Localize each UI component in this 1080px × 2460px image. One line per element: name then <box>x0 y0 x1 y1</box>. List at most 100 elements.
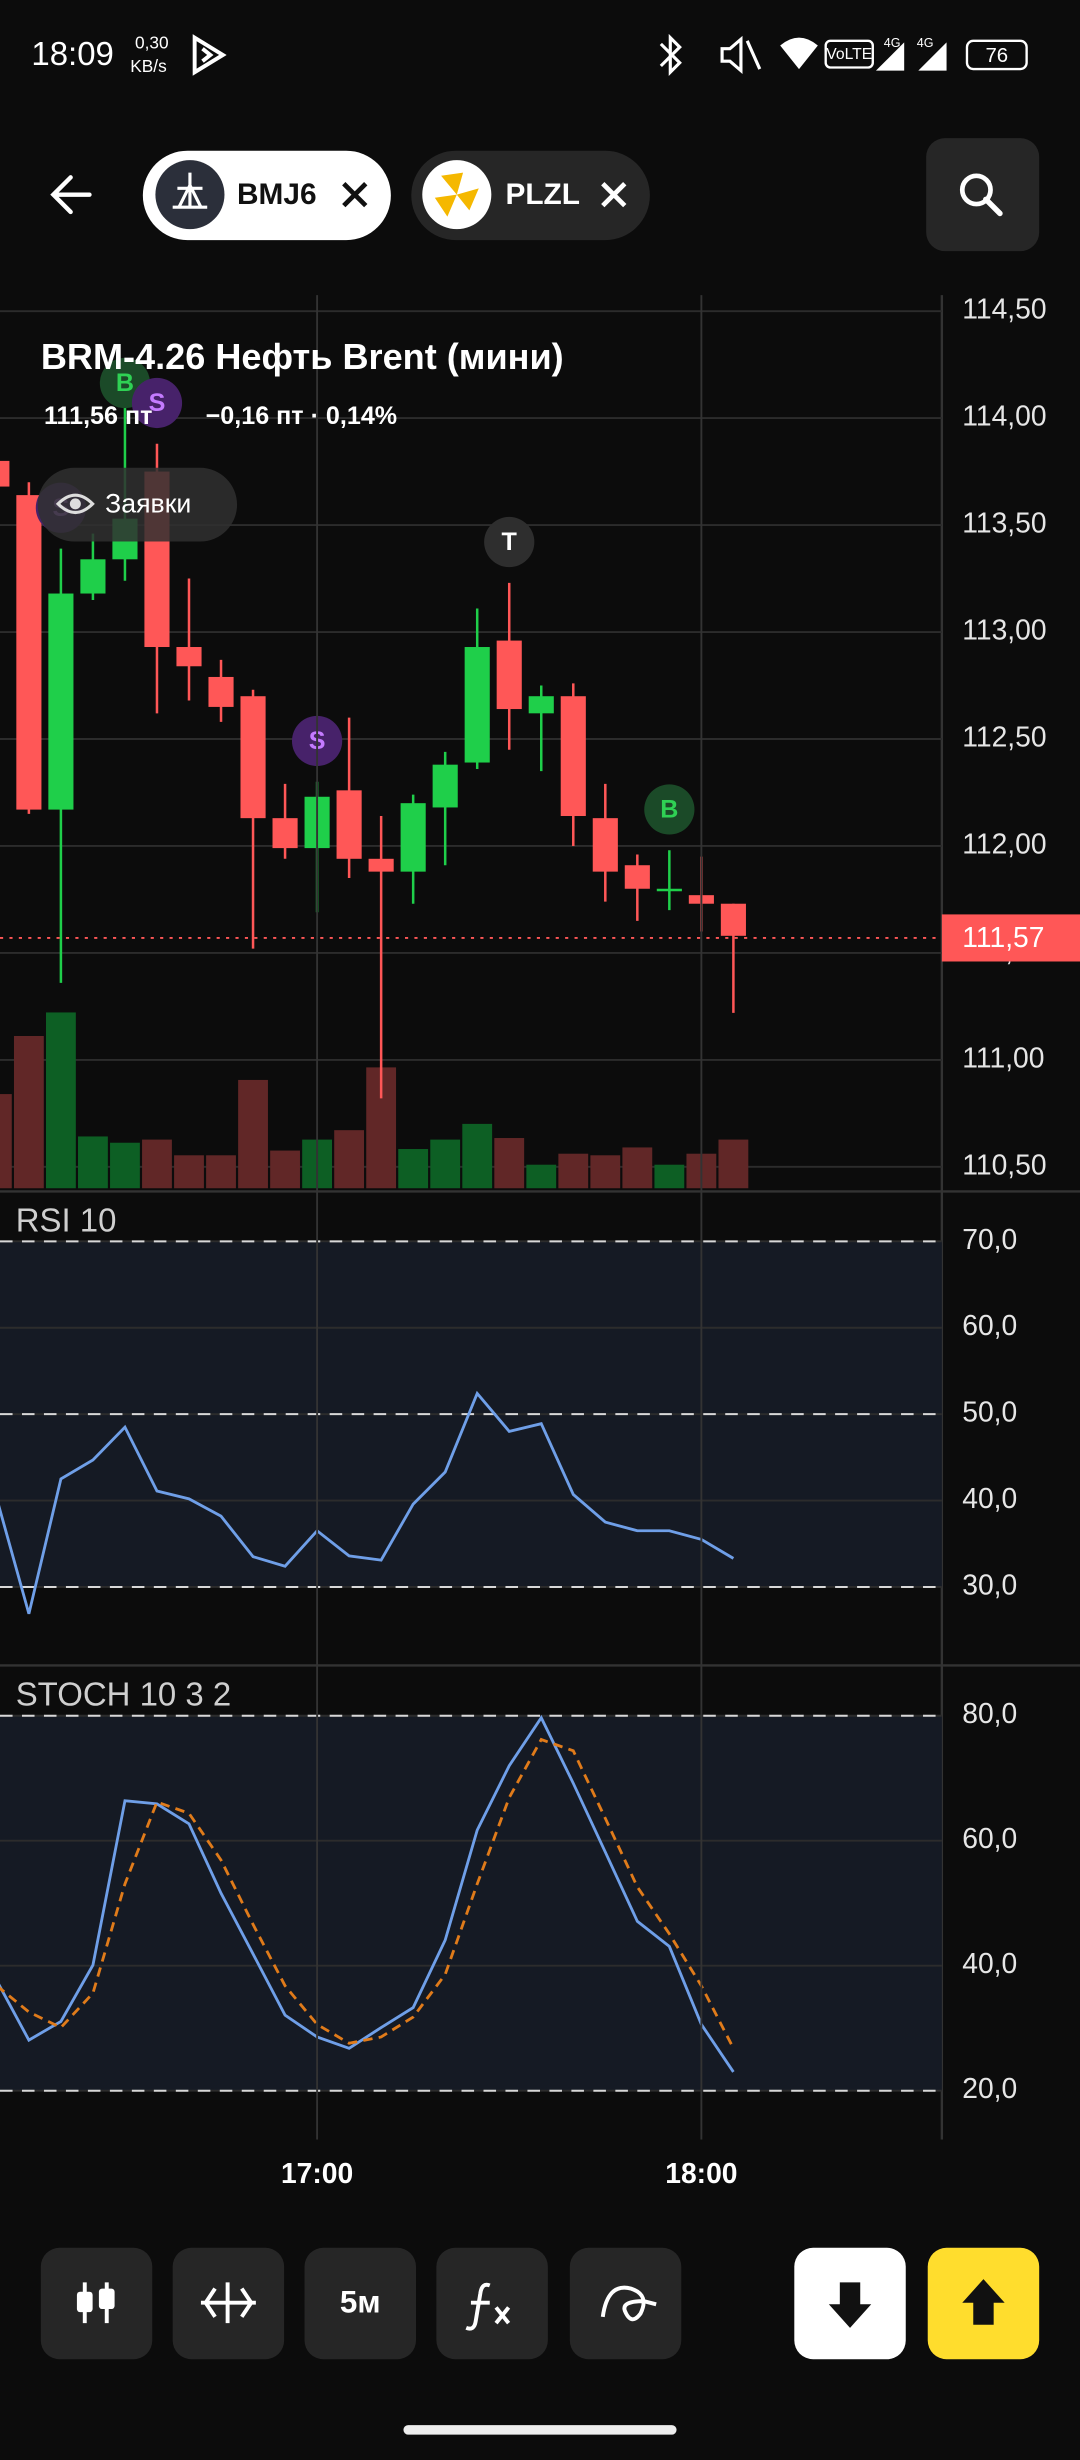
candles-button[interactable] <box>40 2247 153 2360</box>
back-button[interactable] <box>50 175 92 215</box>
volume-bar <box>430 1139 461 1189</box>
search-button[interactable] <box>926 138 1040 252</box>
volume-bar <box>206 1155 236 1189</box>
tab-icon <box>422 160 492 230</box>
candle-body <box>368 858 394 872</box>
clock: 18:09 <box>31 35 113 72</box>
y-tick-label: 112,00 <box>962 827 1046 859</box>
volume-bar <box>590 1155 621 1189</box>
search-icon <box>983 196 1003 217</box>
volume-bar <box>718 1139 749 1189</box>
net-speed: 0,30 <box>135 33 169 53</box>
tab-close[interactable] <box>601 181 627 208</box>
eye-icon <box>55 493 95 515</box>
candles-icon <box>98 2288 115 2309</box>
quote: BRM-4.26 Нефть Brent (мини) 111,56 пт −0… <box>37 336 564 542</box>
indicator-band <box>0 1715 942 2091</box>
candle-body <box>592 818 618 872</box>
fx-icon <box>465 2282 511 2331</box>
price: 111,56 пт <box>44 402 152 430</box>
candle-body <box>432 764 458 808</box>
y-tick-label: 113,50 <box>962 507 1046 539</box>
volume-bar <box>110 1142 140 1189</box>
y-tick-label: 20,0 <box>962 2072 1017 2104</box>
toolbar: 5м <box>40 2247 1040 2435</box>
candle-body <box>336 790 362 859</box>
y-tick-label: 114,00 <box>962 400 1046 432</box>
y-tick-label: 50,0 <box>962 1396 1017 1428</box>
y-tick-label: 40,0 <box>962 1482 1017 1514</box>
trade-marker <box>131 377 183 429</box>
indicators-button[interactable] <box>436 2247 548 2360</box>
candle-body <box>528 696 554 714</box>
y-tick-label: 112,50 <box>962 720 1046 752</box>
nav-handle <box>403 2425 677 2435</box>
trade-marker-label: B <box>660 796 678 824</box>
instrument-title: BRM-4.26 Нефть Brent (мини) <box>41 336 564 377</box>
volume-bar <box>0 1094 12 1189</box>
y-tick-label: 113,00 <box>962 614 1046 646</box>
candles-icon <box>76 2291 93 2313</box>
volume-bar <box>142 1139 172 1189</box>
volume-bar <box>558 1153 589 1189</box>
candle-body <box>16 495 42 810</box>
tab-close[interactable] <box>342 181 368 208</box>
volume-bar <box>270 1150 300 1189</box>
change: −0,16 пт · 0,14% <box>206 402 397 430</box>
drawing-icon <box>600 2285 657 2322</box>
volume-bar <box>462 1123 493 1189</box>
volume-bar <box>622 1147 653 1189</box>
indicator-line <box>0 1390 735 1615</box>
eye-icon <box>69 498 81 510</box>
volume-bar <box>174 1155 204 1189</box>
signal-icon <box>918 42 947 71</box>
candle-body <box>624 865 650 889</box>
interval-button[interactable] <box>304 2247 416 2360</box>
rig-icon <box>172 172 208 209</box>
trade-marker-label: T <box>502 528 518 556</box>
candle-body <box>48 593 74 810</box>
status-bar: 18:09 0,30 KB/s VoLTE 4G 4G 76 <box>31 33 1028 76</box>
search-icon <box>959 173 993 207</box>
volume-bar <box>494 1138 525 1189</box>
trade-marker <box>484 516 535 568</box>
y-tick-label: 30,0 <box>962 1568 1017 1600</box>
candle-body <box>0 460 10 487</box>
tab-label: PLZL <box>505 178 580 211</box>
tab-label: BMJ6 <box>237 178 317 211</box>
candle-body <box>240 696 266 819</box>
mute-icon <box>720 35 762 75</box>
volume-bar <box>13 1035 44 1189</box>
buy-icon <box>962 2279 1005 2325</box>
header: BMJ6 PLZL <box>50 138 1040 252</box>
volte: VoLTE <box>826 46 872 63</box>
scale-icon <box>200 2282 256 2324</box>
y-tick-label: 80,0 <box>962 1697 1017 1729</box>
candle-body <box>176 647 202 667</box>
y-tick-label: 40,0 <box>962 1947 1017 1979</box>
y-tick-label: 110,50 <box>962 1148 1046 1180</box>
volume-bar <box>45 1012 76 1189</box>
bluetooth-icon <box>659 33 682 76</box>
x-tick-label: 17:00 <box>281 2157 353 2189</box>
indicator-line <box>0 1714 735 2073</box>
signal-icon <box>875 42 905 71</box>
signal-label: 4G <box>884 36 901 50</box>
candle-body <box>400 803 426 872</box>
battery-level: 76 <box>985 45 1008 67</box>
candle-body <box>496 640 522 710</box>
candle-body <box>720 903 746 936</box>
candle-body <box>464 647 490 763</box>
candle-body <box>208 676 234 707</box>
interval-label: 5м <box>340 2285 381 2320</box>
volte-box <box>824 39 874 69</box>
orders-label: Заявки <box>105 488 191 518</box>
indicator-title: RSI 10 <box>16 1201 117 1238</box>
wifi-icon <box>780 37 818 70</box>
indicator-title: STOCH 10 3 2 <box>16 1676 232 1713</box>
orders-button[interactable] <box>37 467 238 542</box>
volume-bar <box>78 1136 108 1189</box>
candle-body <box>80 559 106 594</box>
volume-bar <box>654 1164 685 1189</box>
